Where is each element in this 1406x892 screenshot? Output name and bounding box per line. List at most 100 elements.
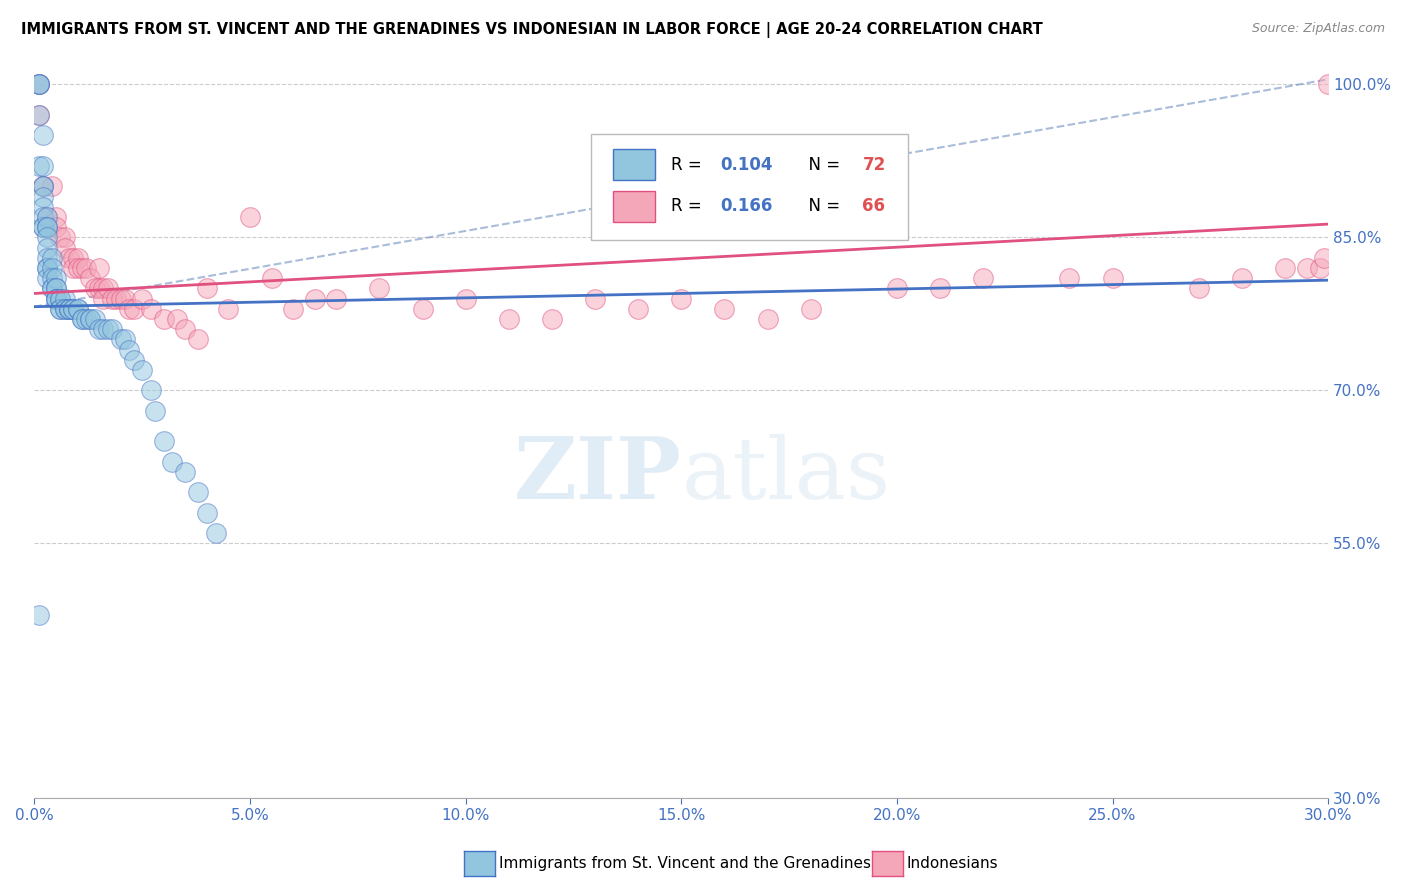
Point (454, 292, 477, 306)
Point (53, 301, 76, 316)
Point (162, 455, 184, 469)
Point (97, 281, 120, 295)
Point (58, 301, 80, 316)
Point (87, 281, 110, 295)
Point (41, 251, 63, 265)
Point (62, 251, 84, 265)
Point (32, 179, 55, 194)
Text: atlas: atlas (682, 434, 890, 516)
Point (70, 312, 93, 326)
Point (37, 251, 59, 265)
Point (45, 292, 67, 306)
Point (972, 271, 994, 285)
Point (32, 200, 55, 214)
Point (217, 301, 239, 316)
Point (713, 301, 735, 316)
Point (187, 485, 209, 500)
Point (93, 322, 115, 336)
Point (204, 526, 226, 541)
Point (122, 352, 145, 367)
Point (101, 292, 124, 306)
Point (32, 159, 55, 173)
Point (886, 281, 908, 295)
Point (58, 251, 80, 265)
Point (174, 322, 197, 336)
Text: Immigrants from St. Vincent and the Grenadines: Immigrants from St. Vincent and the Gren… (499, 856, 872, 871)
Point (800, 301, 823, 316)
Point (105, 292, 128, 306)
Point (37, 260, 59, 275)
Point (62, 301, 84, 316)
Point (97, 322, 120, 336)
Point (45, 292, 67, 306)
Text: Indonesians: Indonesians (907, 856, 998, 871)
Point (37, 220, 59, 235)
Point (49, 292, 72, 306)
Point (143, 403, 166, 417)
Point (152, 434, 174, 449)
Point (45, 271, 67, 285)
Text: Source: ZipAtlas.com: Source: ZipAtlas.com (1251, 22, 1385, 36)
Point (45, 210, 67, 224)
Point (114, 332, 136, 346)
Point (37, 241, 59, 255)
Point (49, 230, 72, 244)
Point (28, 78, 51, 92)
Point (49, 292, 72, 306)
Point (325, 292, 347, 306)
Point (28, 78, 51, 92)
Point (1188, 281, 1211, 295)
Point (93, 292, 115, 306)
Point (37, 210, 59, 224)
Point (75, 312, 97, 326)
Point (583, 292, 606, 306)
Point (83, 281, 105, 295)
Point (110, 332, 132, 346)
Point (79, 312, 101, 326)
Point (122, 301, 145, 316)
Point (87, 260, 110, 275)
Point (281, 301, 304, 316)
Point (37, 230, 59, 244)
Point (45, 281, 67, 295)
Point (66, 260, 89, 275)
Point (32, 179, 55, 194)
Point (118, 301, 141, 316)
Point (139, 301, 162, 316)
Point (75, 260, 97, 275)
Point (368, 281, 391, 295)
Point (53, 241, 76, 255)
Point (66, 301, 89, 316)
FancyBboxPatch shape (591, 134, 908, 240)
Point (28, 78, 51, 92)
Point (45, 281, 67, 295)
Text: N =: N = (797, 155, 845, 174)
Point (41, 281, 63, 295)
Point (1313, 251, 1336, 265)
Point (87, 322, 110, 336)
Text: 0.104: 0.104 (720, 155, 772, 174)
Point (412, 301, 434, 316)
Point (32, 128, 55, 143)
Point (28, 159, 51, 173)
Point (101, 322, 124, 336)
Point (79, 312, 101, 326)
Point (53, 292, 76, 306)
Point (49, 301, 72, 316)
Point (32, 220, 55, 235)
Point (260, 271, 283, 285)
Text: 72: 72 (862, 155, 886, 174)
Point (929, 281, 952, 295)
Point (32, 189, 55, 203)
FancyBboxPatch shape (613, 149, 655, 180)
Point (66, 301, 89, 316)
Point (139, 384, 162, 398)
Point (58, 301, 80, 316)
Point (49, 301, 72, 316)
Text: ZIP: ZIP (513, 434, 682, 517)
Point (498, 312, 520, 326)
Point (1101, 271, 1123, 285)
Point (37, 210, 59, 224)
Text: R =: R = (671, 197, 707, 216)
Point (70, 260, 93, 275)
